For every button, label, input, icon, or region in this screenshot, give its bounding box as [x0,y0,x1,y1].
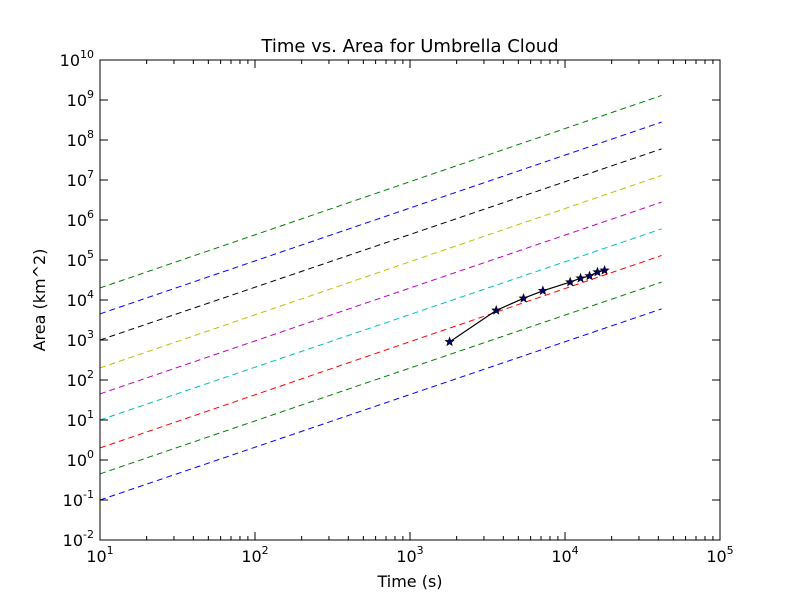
y-tick-label: 102 [67,368,94,390]
y-tick-label: 103 [67,328,94,350]
data-point [491,305,502,315]
y-tick-label: 106 [67,208,94,230]
y-tick-label: 108 [67,128,94,150]
x-axis-label: Time (s) [376,572,442,591]
x-tick-label: 102 [241,544,268,566]
x-tick-label: 103 [396,544,423,566]
data-point [565,276,576,287]
reference-line-4 [100,174,662,369]
y-tick-label: 100 [67,448,94,470]
reference-line-9 [100,308,662,501]
y-tick-label: 109 [67,88,94,110]
data-layer [100,94,662,501]
y-tick-label: 10-1 [63,488,94,510]
reference-line-5 [100,201,662,395]
data-point [444,336,455,347]
y-tick-label: 101 [67,408,94,430]
data-point [599,265,610,275]
y-tick-label: 107 [67,168,94,190]
reference-line-6 [100,228,662,421]
x-tick-label: 104 [551,544,578,566]
y-tick-label: 1010 [60,48,94,70]
data-point [537,285,548,296]
data-point [592,266,603,277]
y-axis-label: Area (km^2) [30,249,49,352]
x-tick-label: 105 [706,544,733,566]
plot-frame [99,59,721,541]
x-tick-label: 101 [86,544,113,566]
y-tick-label: 104 [67,288,94,310]
plot-area: 101 102 103 104 105 10-2 10-1 100 101 102 103 104 10… [60,48,734,566]
chart-title: Time vs. Area for Umbrella Cloud [260,36,558,57]
data-point [518,292,529,303]
reference-line-1 [100,94,662,289]
series-line-1 [449,269,605,343]
data-point [584,270,595,281]
y-tick-label: 10-2 [63,528,94,550]
reference-line-8 [100,281,662,475]
reference-line-2 [100,121,662,315]
data-point [575,272,586,283]
y-tick-label: 105 [67,248,94,270]
reference-line-3 [100,148,662,341]
reference-line-7 [100,254,662,449]
